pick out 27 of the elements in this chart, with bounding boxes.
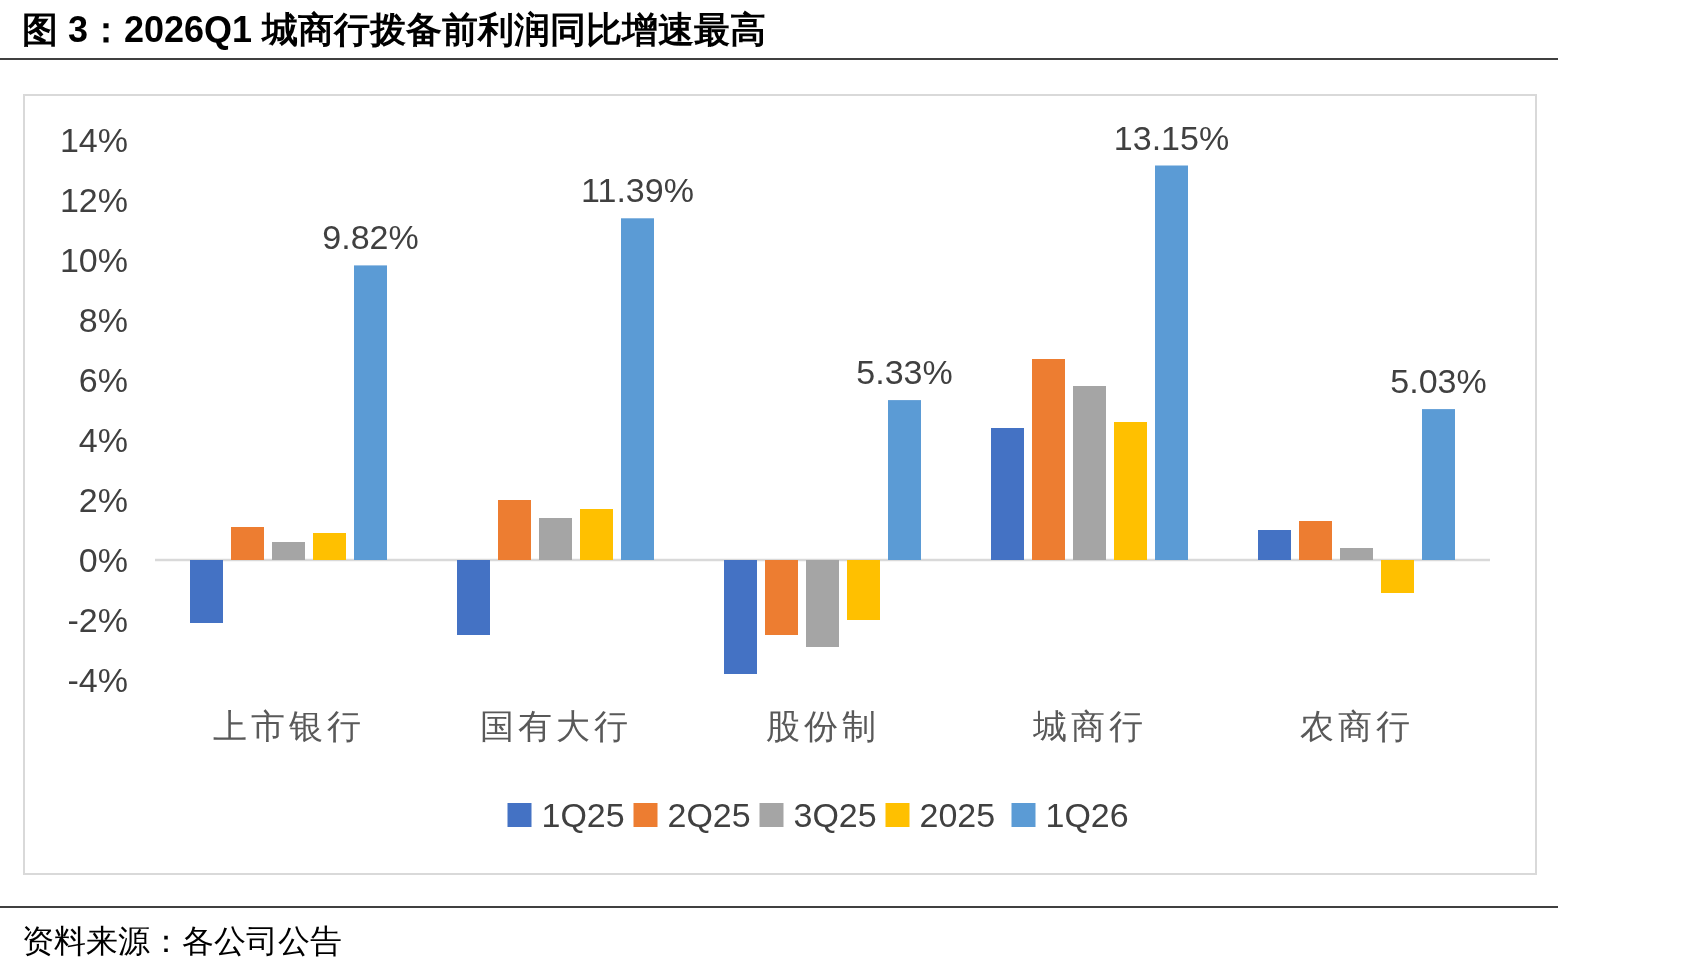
legend-label: 1Q26 (1045, 796, 1129, 834)
data-label: 9.82% (322, 218, 419, 257)
legend-label: 3Q25 (793, 796, 877, 834)
data-label: 5.03% (1390, 362, 1487, 401)
x-tick-label: 上市银行 (212, 707, 365, 745)
y-tick-label: 8% (78, 301, 128, 339)
y-tick-label: 10% (59, 241, 128, 279)
chart-title: 图 3：2026Q1 城商行拨备前利润同比增速最高 (22, 9, 767, 50)
x-tick-label: 股份制 (765, 707, 880, 745)
x-tick-label: 农商行 (1299, 707, 1414, 745)
y-tick-label: 2% (78, 481, 128, 519)
x-tick-label: 城商行 (1031, 707, 1147, 745)
legend-label: 2025 (919, 796, 996, 834)
x-tick-label: 国有大行 (479, 707, 632, 745)
y-tick-label: -2% (67, 601, 128, 639)
data-label: 11.39% (581, 171, 694, 210)
y-tick-label: 14% (59, 121, 128, 159)
y-tick-label: -4% (67, 661, 128, 699)
y-tick-label: 0% (78, 541, 128, 579)
legend-label: 2Q25 (667, 796, 751, 834)
y-tick-label: 4% (78, 421, 128, 459)
legend-label: 1Q25 (541, 796, 625, 834)
text: 资料来源：各公司公告 (22, 923, 342, 959)
y-tick-label: 6% (78, 361, 128, 399)
data-label: 5.33% (856, 353, 953, 392)
data-label: 13.15% (1113, 118, 1230, 157)
y-tick-label: 12% (59, 181, 128, 219)
